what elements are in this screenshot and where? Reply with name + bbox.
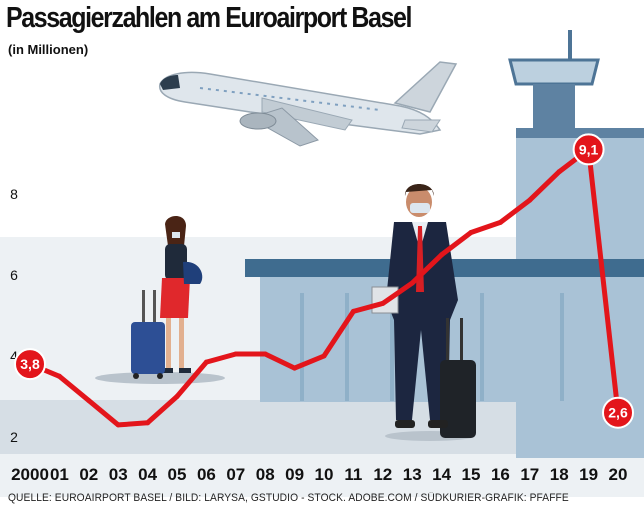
x-tick-label: 05	[168, 465, 187, 484]
source-credit: QUELLE: EUROAIRPORT BASEL / BILD: LARYSA…	[8, 492, 569, 504]
x-tick-label: 10	[315, 465, 334, 484]
y-tick-label: 8	[10, 186, 18, 202]
data-point	[321, 353, 327, 359]
data-point	[556, 169, 562, 175]
x-tick-label: 07	[226, 465, 245, 484]
data-point	[262, 351, 268, 357]
x-tick-label: 01	[50, 465, 69, 484]
data-point	[145, 420, 151, 426]
y-tick-label: 2	[10, 429, 18, 445]
chart-subtitle: (in Millionen)	[8, 42, 89, 57]
data-point	[115, 422, 121, 428]
x-tick-label: 08	[256, 465, 275, 484]
x-tick-label: 03	[109, 465, 128, 484]
airplane-icon	[158, 61, 458, 147]
data-point	[203, 359, 209, 365]
page-title: Passagierzahlen am Euroairport Basel	[6, 2, 412, 34]
data-point	[468, 230, 474, 235]
x-tick-label: 2000	[11, 465, 49, 484]
data-point	[380, 300, 386, 306]
x-tick-label: 06	[197, 465, 216, 484]
data-point	[409, 280, 415, 286]
x-tick-label: 20	[609, 465, 628, 484]
data-label-badge	[602, 396, 634, 429]
y-axis-ticks: 2 4 6 8	[10, 186, 18, 445]
data-label: 3,8	[20, 356, 40, 372]
x-tick-label: 09	[285, 465, 304, 484]
x-tick-label: 18	[550, 465, 569, 484]
y-tick-label: 6	[10, 267, 18, 283]
data-point	[233, 351, 239, 357]
data-label: 9,1	[579, 141, 599, 157]
x-tick-label: 14	[432, 465, 451, 484]
x-tick-label: 16	[491, 465, 510, 484]
man-traveler-icon	[371, 184, 476, 441]
data-point	[439, 252, 445, 258]
data-point	[292, 365, 298, 371]
data-point	[497, 219, 503, 225]
data-labels: 3,8 9,1 2,6	[14, 133, 634, 429]
data-label-badge	[14, 348, 46, 381]
x-tick-label: 12	[373, 465, 392, 484]
data-point	[174, 394, 180, 399]
data-point	[86, 398, 92, 404]
data-label-badge	[572, 133, 605, 166]
x-tick-label: 04	[138, 465, 157, 484]
data-point	[527, 197, 533, 203]
x-tick-label: 15	[462, 465, 481, 484]
background-illustration	[0, 30, 644, 497]
x-tick-label: 17	[520, 465, 539, 484]
x-axis-ticks: 2000 01 02 03 04 05 06 07 08 09 10 11 12 13 14 15 16 17 18…	[11, 465, 627, 484]
data-point	[350, 308, 356, 314]
x-tick-label: 11	[344, 465, 362, 484]
data-label: 2,6	[608, 405, 628, 421]
x-tick-label: 02	[79, 465, 98, 484]
x-tick-label: 19	[579, 465, 598, 484]
data-point	[56, 373, 62, 379]
y-tick-label: 4	[10, 348, 18, 364]
x-tick-label: 13	[403, 465, 422, 484]
